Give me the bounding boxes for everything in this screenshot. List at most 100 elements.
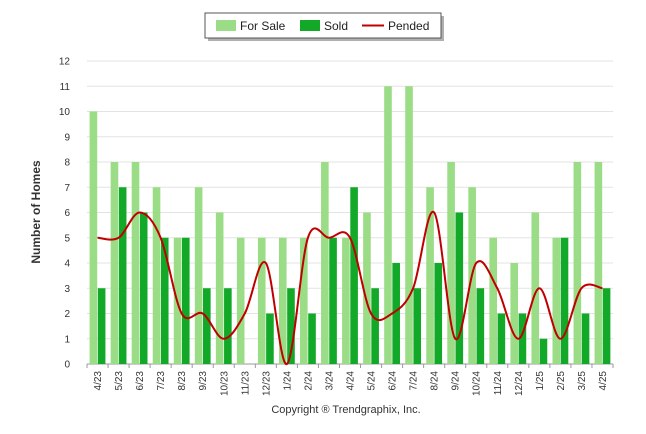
bar-sold-4-25 bbox=[602, 288, 611, 364]
x-tick-label-4-25: 4/25 bbox=[598, 371, 609, 391]
bar-for-sale-2-24 bbox=[300, 237, 308, 364]
y-tick-label-3: 3 bbox=[64, 284, 70, 295]
x-tick-label-2-25: 2/25 bbox=[556, 371, 567, 391]
x-tick-label-3-25: 3/25 bbox=[577, 371, 588, 391]
bar-for-sale-4-23 bbox=[89, 111, 98, 364]
bar-sold-9-24 bbox=[455, 212, 464, 364]
y-tick-label-9: 9 bbox=[64, 132, 70, 143]
bar-sold-8-24 bbox=[434, 263, 443, 364]
bar-sold-6-23 bbox=[139, 212, 148, 364]
bar-for-sale-11-24 bbox=[489, 237, 497, 364]
bar-for-sale-1-24 bbox=[278, 237, 287, 364]
x-tick-label-9-24: 9/24 bbox=[451, 371, 462, 391]
legend-label-sold: Sold bbox=[324, 19, 348, 33]
y-tick-label-7: 7 bbox=[64, 183, 70, 194]
bar-for-sale-7-24 bbox=[405, 86, 413, 364]
bar-for-sale-3-24 bbox=[321, 162, 329, 364]
x-tick-label-7-23: 7/23 bbox=[156, 371, 167, 391]
bar-for-sale-9-24 bbox=[447, 162, 455, 364]
x-tick-label-11-24: 11/24 bbox=[493, 371, 504, 396]
x-tick-label-1-24: 1/24 bbox=[282, 371, 293, 391]
legend-box bbox=[204, 12, 442, 39]
y-tick-label-5: 5 bbox=[64, 233, 70, 244]
x-tick-label-8-24: 8/24 bbox=[430, 371, 441, 391]
bar-for-sale-6-24 bbox=[384, 86, 392, 364]
x-tick-label-5-24: 5/24 bbox=[367, 371, 378, 391]
x-tick-label-10-24: 10/24 bbox=[472, 371, 483, 396]
bar-sold-3-25 bbox=[581, 313, 590, 364]
copyright-text: Copyright ® Trendgraphix, Inc. bbox=[271, 404, 420, 416]
x-tick-label-12-23: 12/23 bbox=[261, 371, 272, 396]
y-axis-label: Number of Homes bbox=[29, 160, 43, 264]
bar-for-sale-5-23 bbox=[110, 162, 119, 364]
y-tick-label-2: 2 bbox=[64, 309, 70, 320]
bar-sold-12-24 bbox=[518, 313, 527, 364]
y-tick-label-4: 4 bbox=[64, 259, 70, 270]
bar-for-sale-10-23 bbox=[215, 212, 224, 364]
bar-for-sale-12-23 bbox=[257, 237, 266, 364]
x-tick-label-6-23: 6/23 bbox=[135, 371, 146, 391]
bar-sold-5-24 bbox=[371, 288, 379, 364]
bar-sold-3-24 bbox=[329, 237, 337, 364]
x-tick-label-12-24: 12/24 bbox=[514, 371, 525, 396]
y-tick-label-10: 10 bbox=[59, 107, 71, 118]
bar-sold-7-24 bbox=[413, 288, 422, 364]
bar-sold-1-25 bbox=[539, 338, 548, 364]
legend-swatch-sold bbox=[300, 20, 320, 31]
bar-sold-2-25 bbox=[560, 237, 569, 364]
bar-sold-9-23 bbox=[203, 288, 211, 364]
x-tick-label-4-24: 4/24 bbox=[346, 371, 357, 391]
bar-for-sale-2-25 bbox=[552, 237, 561, 364]
x-tick-label-9-23: 9/23 bbox=[198, 371, 209, 391]
bar-for-sale-9-23 bbox=[194, 187, 203, 364]
bar-sold-10-23 bbox=[224, 288, 232, 364]
x-tick-label-2-24: 2/24 bbox=[303, 371, 314, 391]
bar-sold-11-24 bbox=[497, 313, 506, 364]
bar-for-sale-4-25 bbox=[594, 162, 603, 364]
x-tick-label-1-25: 1/25 bbox=[535, 371, 546, 391]
x-axis-ticks: 4/23 5/23 6/23 7/23 8/23 9/23 10/23 11/23 12/23 1… bbox=[93, 371, 609, 396]
bar-sold-8-23 bbox=[181, 237, 190, 364]
bar-sold-2-24 bbox=[308, 313, 316, 364]
bar-sold-10-24 bbox=[476, 288, 485, 364]
pended-line-path bbox=[97, 211, 603, 366]
legend-label-for-sale: For Sale bbox=[240, 19, 286, 33]
bar-for-sale-8-24 bbox=[426, 187, 434, 364]
bar-sold-12-23 bbox=[266, 313, 274, 364]
bar-for-sale-3-25 bbox=[573, 162, 582, 364]
y-tick-label-8: 8 bbox=[64, 158, 70, 169]
bar-for-sale-4-24 bbox=[342, 237, 350, 364]
bar-for-sale-7-23 bbox=[152, 187, 161, 364]
pended-line bbox=[97, 211, 603, 366]
y-tick-label-11: 11 bbox=[60, 82, 71, 93]
legend-label-pended: Pended bbox=[388, 19, 429, 33]
x-tick-label-3-24: 3/24 bbox=[324, 371, 335, 391]
bar-for-sale-11-23 bbox=[236, 237, 245, 364]
y-tick-label-0: 0 bbox=[64, 360, 70, 371]
bar-sold-5-23 bbox=[118, 187, 127, 364]
y-tick-label-12: 12 bbox=[59, 57, 71, 68]
x-tick-label-11-23: 11/23 bbox=[240, 371, 251, 396]
x-tick-label-7-24: 7/24 bbox=[409, 371, 420, 391]
bar-sold-4-24 bbox=[350, 187, 358, 364]
bar-for-sale-1-25 bbox=[531, 212, 540, 364]
bar-sold-7-23 bbox=[160, 237, 169, 364]
bar-for-sale-12-24 bbox=[510, 263, 519, 364]
bars bbox=[89, 86, 611, 364]
x-tick-label-6-24: 6/24 bbox=[388, 371, 399, 391]
bar-for-sale-6-23 bbox=[131, 162, 140, 364]
legend: For Sale Sold Pended bbox=[204, 12, 444, 41]
x-tick-label-10-23: 10/23 bbox=[219, 371, 230, 396]
bar-sold-6-24 bbox=[392, 263, 400, 364]
bar-sold-4-23 bbox=[97, 288, 106, 364]
x-tick-label-4-23: 4/23 bbox=[93, 371, 104, 391]
y-tick-label-1: 1 bbox=[64, 334, 70, 345]
bar-sold-1-24 bbox=[287, 288, 295, 364]
x-tick-label-8-23: 8/23 bbox=[177, 371, 188, 391]
x-tick-label-5-23: 5/23 bbox=[114, 371, 125, 391]
y-tick-label-6: 6 bbox=[64, 208, 70, 219]
bar-for-sale-5-24 bbox=[363, 212, 371, 364]
legend-swatch-for-sale bbox=[216, 20, 236, 31]
